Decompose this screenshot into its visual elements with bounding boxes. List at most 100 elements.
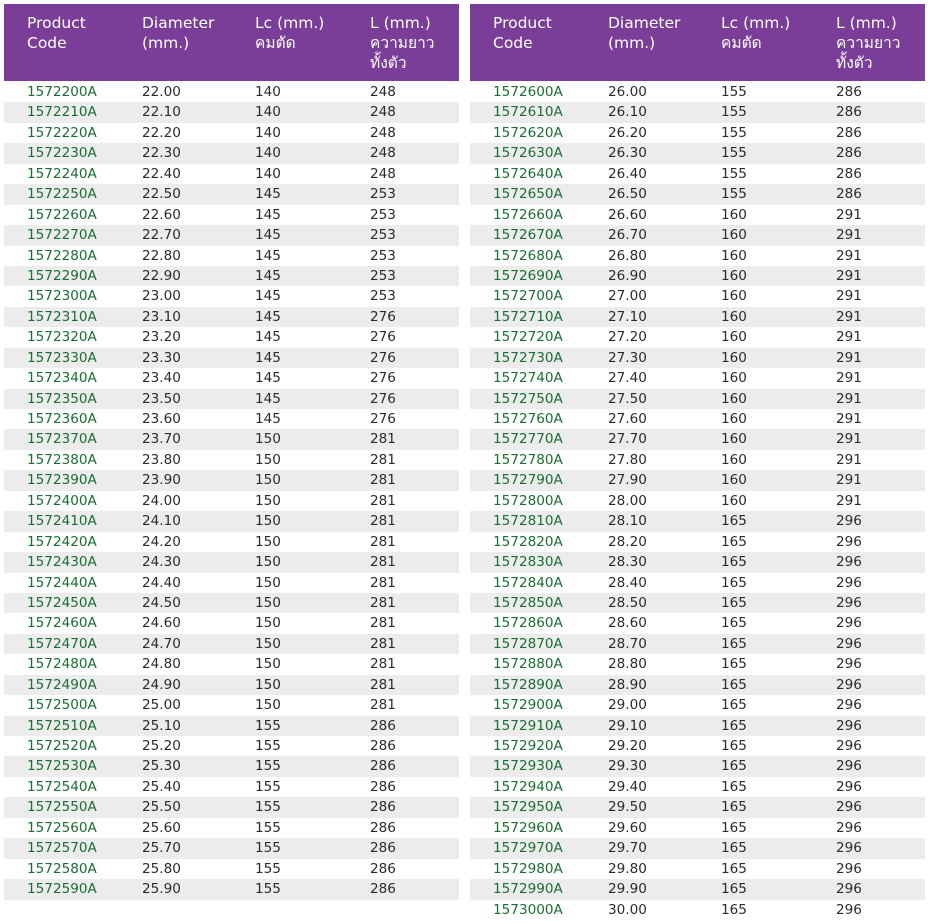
lc-cell: 150 xyxy=(255,554,281,571)
product-code-cell: 1572850A xyxy=(493,594,563,611)
diameter-cell: 22.90 xyxy=(142,267,181,284)
length-cell: 276 xyxy=(370,329,396,346)
diameter-cell: 23.10 xyxy=(142,308,181,325)
table-row: 1572960A 29.60 165 296 xyxy=(470,818,925,838)
table-row: 1572980A 29.80 165 296 xyxy=(470,859,925,879)
length-cell: 286 xyxy=(370,860,396,877)
table-row: 1572900A 29.00 165 296 xyxy=(470,695,925,715)
lc-cell: 145 xyxy=(255,349,281,366)
lc-cell: 155 xyxy=(255,758,281,775)
diameter-cell: 27.30 xyxy=(608,349,647,366)
length-cell: 248 xyxy=(370,124,396,141)
product-code-cell: 1572860A xyxy=(493,615,563,632)
header-diameter: Diameter (mm.) xyxy=(120,4,232,81)
table-row: 1572710A 27.10 160 291 xyxy=(470,306,925,328)
length-cell: 286 xyxy=(370,881,396,898)
product-code-cell: 1572410A xyxy=(27,513,97,530)
diameter-cell: 22.20 xyxy=(142,124,181,141)
lc-cell: 165 xyxy=(721,901,747,918)
diameter-cell: 28.60 xyxy=(608,615,647,632)
product-code-cell: 1572960A xyxy=(493,819,563,836)
product-code-cell: 1572980A xyxy=(493,860,563,877)
table-row: 1572530A 25.30 155 286 xyxy=(4,756,459,777)
product-code-cell: 1572570A xyxy=(27,840,97,857)
length-cell: 296 xyxy=(836,697,862,714)
lc-cell: 155 xyxy=(721,165,747,182)
length-cell: 291 xyxy=(836,329,862,346)
lc-cell: 155 xyxy=(721,186,747,203)
diameter-cell: 28.50 xyxy=(608,594,647,611)
diameter-cell: 23.00 xyxy=(142,288,181,305)
product-code-cell: 1572460A xyxy=(27,615,97,632)
diameter-cell: 28.90 xyxy=(608,676,647,693)
length-cell: 291 xyxy=(836,431,862,448)
length-cell: 296 xyxy=(836,778,862,795)
product-code-cell: 1573000A xyxy=(493,901,563,918)
product-code-cell: 1572640A xyxy=(493,165,563,182)
header-text: L (mm.) xyxy=(370,14,431,32)
length-cell: 296 xyxy=(836,635,862,652)
length-cell: 253 xyxy=(370,227,396,244)
length-cell: 286 xyxy=(836,124,862,141)
length-cell: 286 xyxy=(370,758,396,775)
length-cell: 291 xyxy=(836,411,862,427)
product-code-cell: 1572220A xyxy=(27,124,97,141)
table-row: 1572840A 28.40 165 296 xyxy=(470,573,925,593)
header-text: ทั้งตัว xyxy=(836,54,873,72)
table-row: 1572390A 23.90 150 281 xyxy=(4,470,459,491)
table-row: 1572470A 24.70 150 281 xyxy=(4,633,459,655)
length-cell: 276 xyxy=(370,390,396,407)
product-code-cell: 1572930A xyxy=(493,758,563,775)
diameter-cell: 29.40 xyxy=(608,778,647,795)
diameter-cell: 27.50 xyxy=(608,390,647,407)
lc-cell: 165 xyxy=(721,778,747,795)
lc-cell: 155 xyxy=(721,84,747,100)
length-cell: 281 xyxy=(370,533,396,550)
product-code-cell: 1572920A xyxy=(493,738,563,754)
table-row: 1572810A 28.10 165 296 xyxy=(470,511,925,532)
lc-cell: 140 xyxy=(255,104,281,121)
table-body: 1572200A 22.00 140 248 1572210A 22.10 140 248 15… xyxy=(4,81,459,900)
product-code-cell: 1572360A xyxy=(27,411,97,427)
product-code-cell: 1572380A xyxy=(27,451,97,468)
product-code-cell: 1572750A xyxy=(493,390,563,407)
lc-cell: 150 xyxy=(255,594,281,611)
product-code-cell: 1572340A xyxy=(27,370,97,387)
table-row: 1572920A 29.20 165 296 xyxy=(470,736,925,756)
table-row: 1572250A 22.50 145 253 xyxy=(4,184,459,205)
product-code-cell: 1572430A xyxy=(27,554,97,571)
diameter-cell: 25.90 xyxy=(142,881,181,898)
lc-cell: 165 xyxy=(721,615,747,632)
diameter-cell: 28.80 xyxy=(608,656,647,673)
length-cell: 281 xyxy=(370,431,396,448)
lc-cell: 150 xyxy=(255,451,281,468)
product-code-cell: 1572520A xyxy=(27,738,97,754)
table-row: 1572780A 27.80 160 291 xyxy=(470,450,925,470)
diameter-cell: 26.70 xyxy=(608,227,647,244)
table-row: 1572520A 25.20 155 286 xyxy=(4,736,459,756)
lc-cell: 160 xyxy=(721,431,747,448)
lc-cell: 165 xyxy=(721,860,747,877)
table-row: 1572510A 25.10 155 286 xyxy=(4,715,459,736)
table-row: 1572650A 26.50 155 286 xyxy=(470,184,925,205)
diameter-cell: 27.70 xyxy=(608,431,647,448)
product-code-cell: 1572320A xyxy=(27,329,97,346)
diameter-cell: 25.50 xyxy=(142,799,181,816)
lc-cell: 165 xyxy=(721,513,747,530)
diameter-cell: 29.90 xyxy=(608,881,647,898)
length-cell: 296 xyxy=(836,840,862,857)
table-row: 1572740A 27.40 160 291 xyxy=(470,368,925,388)
table-row: 1572590A 25.90 155 286 xyxy=(4,879,459,900)
product-code-cell: 1572900A xyxy=(493,697,563,714)
diameter-cell: 26.00 xyxy=(608,84,647,100)
product-code-cell: 1572580A xyxy=(27,860,97,877)
product-code-cell: 1572870A xyxy=(493,635,563,652)
diameter-cell: 28.10 xyxy=(608,513,647,530)
length-cell: 253 xyxy=(370,267,396,284)
table-row: 1572850A 28.50 165 296 xyxy=(470,592,925,614)
lc-cell: 160 xyxy=(721,227,747,244)
table-row: 1572730A 27.30 160 291 xyxy=(470,347,925,369)
length-cell: 296 xyxy=(836,901,862,918)
lc-cell: 160 xyxy=(721,267,747,284)
diameter-cell: 29.70 xyxy=(608,840,647,857)
